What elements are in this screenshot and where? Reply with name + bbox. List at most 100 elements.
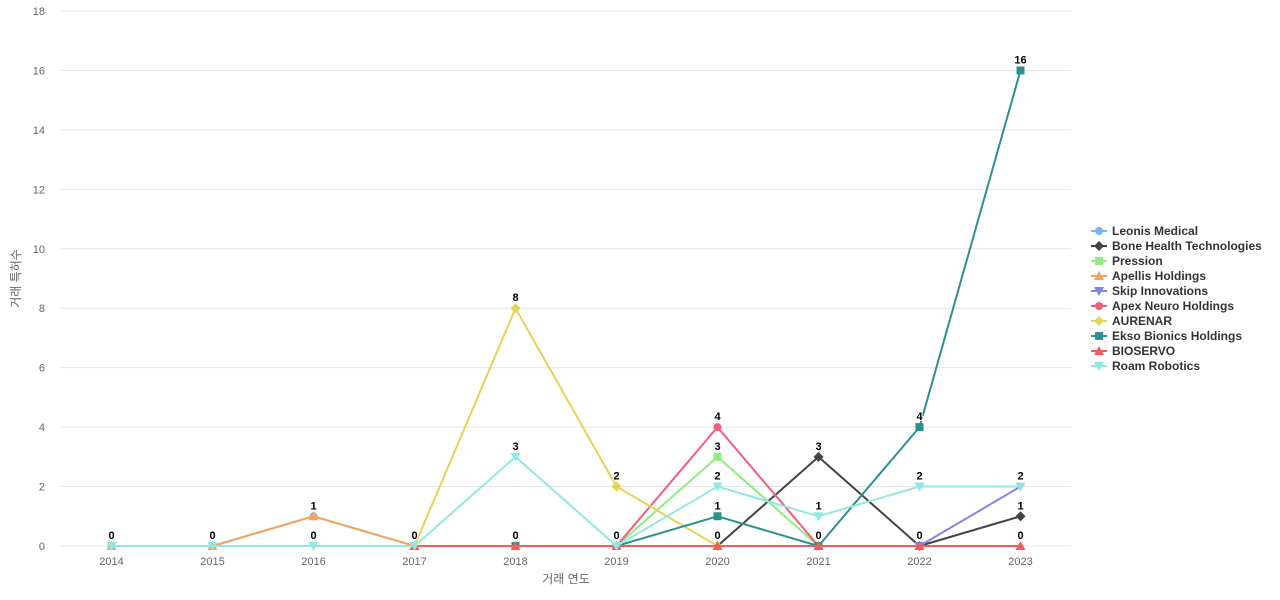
- data-label: 8: [512, 292, 518, 304]
- legend-label: Roam Robotics: [1112, 359, 1200, 373]
- data-label: 1: [310, 500, 316, 512]
- data-point-ekso-bionics-holdings: [1016, 66, 1025, 75]
- data-point-roam-robotics: [611, 542, 622, 551]
- legend-item-aurenar[interactable]: AURENAR: [1091, 314, 1172, 328]
- legend-item-roam-robotics[interactable]: Roam Robotics: [1091, 359, 1200, 373]
- data-label: 1: [714, 500, 720, 512]
- legend-marker: [1095, 257, 1103, 265]
- legend-label: AURENAR: [1112, 314, 1172, 328]
- data-point-roam-robotics: [510, 452, 521, 462]
- data-label: 0: [714, 530, 720, 542]
- series: [106, 66, 1026, 551]
- data-label: 0: [310, 530, 316, 542]
- data-label: 2: [1017, 471, 1023, 483]
- y-axis-title: 거래 특허수: [9, 249, 23, 308]
- y-tick-label: 6: [39, 363, 45, 375]
- data-point-aurenar: [611, 481, 622, 492]
- series-line-roam-robotics: [110, 455, 1022, 547]
- legend-item-pression[interactable]: Pression: [1091, 254, 1163, 268]
- x-axis-title: 거래 연도: [542, 572, 590, 586]
- data-point-roam-robotics: [106, 542, 117, 551]
- legend-item-ekso-bionics-holdings[interactable]: Ekso Bionics Holdings: [1091, 329, 1242, 343]
- data-point-bioservo: [813, 541, 824, 550]
- legend-label: Apex Neuro Holdings: [1112, 299, 1234, 313]
- legend-marker: [1094, 316, 1104, 326]
- data-label: 0: [209, 530, 215, 542]
- data-label: 2: [714, 471, 720, 483]
- grid: [61, 10, 1071, 547]
- data-label: 0: [613, 530, 619, 542]
- series-skip-innovations: [914, 482, 1026, 551]
- data-point-bioservo: [1015, 541, 1026, 550]
- x-axis: 2014 2015 2016 2017 2018 2019 2020 2021 2022 2023: [99, 556, 1032, 568]
- y-tick-label: 0: [39, 541, 45, 553]
- legend-marker: [1094, 362, 1104, 371]
- x-tick-label: 2019: [604, 556, 628, 568]
- legend-label: Bone Health Technologies: [1112, 239, 1262, 253]
- legend-item-skip-innovations[interactable]: Skip Innovations: [1091, 284, 1208, 298]
- data-label: 0: [512, 530, 518, 542]
- data-point-roam-robotics: [409, 542, 420, 551]
- data-point-pression: [713, 452, 722, 461]
- x-tick-label: 2015: [200, 556, 224, 568]
- data-point-bioservo: [712, 541, 723, 550]
- legend-marker: [1095, 332, 1103, 340]
- x-tick-label: 2022: [907, 556, 931, 568]
- data-label: 0: [411, 530, 417, 542]
- data-point-bioservo: [914, 541, 925, 550]
- data-label: 2: [916, 471, 922, 483]
- y-tick-label: 16: [33, 65, 45, 77]
- legend-item-apellis-holdings[interactable]: Apellis Holdings: [1091, 269, 1206, 283]
- data-point-bioservo: [510, 541, 521, 550]
- data-label: 0: [1017, 530, 1023, 542]
- y-tick-label: 8: [39, 303, 45, 315]
- y-tick-label: 2: [39, 482, 45, 494]
- data-labels: 0 0 1 0 0 8 3 0 2 0 4 3 2 1 0 3 1 0 4 2 0 16 2 1 0: [107, 53, 1027, 543]
- data-label: 4: [916, 411, 923, 423]
- data-point-apex-neuro-holdings: [713, 423, 722, 432]
- y-tick-label: 14: [33, 125, 45, 137]
- data-point-aurenar: [510, 303, 521, 314]
- legend-item-apex-neuro-holdings[interactable]: Apex Neuro Holdings: [1091, 299, 1234, 313]
- data-point-roam-robotics: [207, 542, 218, 551]
- data-label: 0: [108, 530, 114, 542]
- data-point-roam-robotics: [308, 542, 319, 551]
- data-point-ekso-bionics-holdings: [915, 423, 924, 432]
- data-label: 16: [1014, 54, 1026, 66]
- legend-label: BIOSERVO: [1112, 344, 1175, 358]
- data-label: 0: [815, 530, 821, 542]
- legend-label: Skip Innovations: [1112, 284, 1208, 298]
- y-axis: 0 2 4 6 8 10 12 14 16 18: [33, 6, 45, 553]
- y-tick-label: 10: [33, 244, 45, 256]
- x-tick-label: 2018: [503, 556, 527, 568]
- data-label: 3: [815, 441, 821, 453]
- legend-label: Leonis Medical: [1112, 224, 1198, 238]
- data-label: 0: [916, 530, 922, 542]
- y-tick-label: 18: [33, 6, 45, 18]
- legend-marker: [1094, 271, 1104, 280]
- data-point-roam-robotics: [712, 482, 723, 492]
- data-point-roam-robotics: [914, 482, 925, 492]
- legend-item-bone-health-technologies[interactable]: Bone Health Technologies: [1091, 239, 1262, 253]
- x-tick-label: 2017: [402, 556, 426, 568]
- y-tick-label: 4: [39, 422, 45, 434]
- x-tick-label: 2023: [1008, 556, 1032, 568]
- x-tick-label: 2020: [705, 556, 729, 568]
- legend-label: Ekso Bionics Holdings: [1112, 329, 1242, 343]
- legend-marker: [1095, 302, 1103, 310]
- data-label: 1: [1017, 500, 1023, 512]
- legend-label: Pression: [1112, 254, 1163, 268]
- legend-item-bioservo[interactable]: BIOSERVO: [1091, 344, 1175, 358]
- y-tick-label: 12: [33, 184, 45, 196]
- legend-marker: [1094, 346, 1104, 355]
- data-point-apellis-holdings: [308, 511, 319, 521]
- data-label: 1: [815, 500, 821, 512]
- legend-item-leonis-medical[interactable]: Leonis Medical: [1091, 224, 1198, 238]
- x-tick-label: 2016: [301, 556, 325, 568]
- data-point-ekso-bionics-holdings: [713, 512, 722, 521]
- series-line-skip-innovations: [918, 485, 1022, 547]
- data-label: 3: [512, 441, 518, 453]
- data-point-bone-health-technologies: [1015, 511, 1026, 522]
- legend-marker: [1094, 287, 1104, 296]
